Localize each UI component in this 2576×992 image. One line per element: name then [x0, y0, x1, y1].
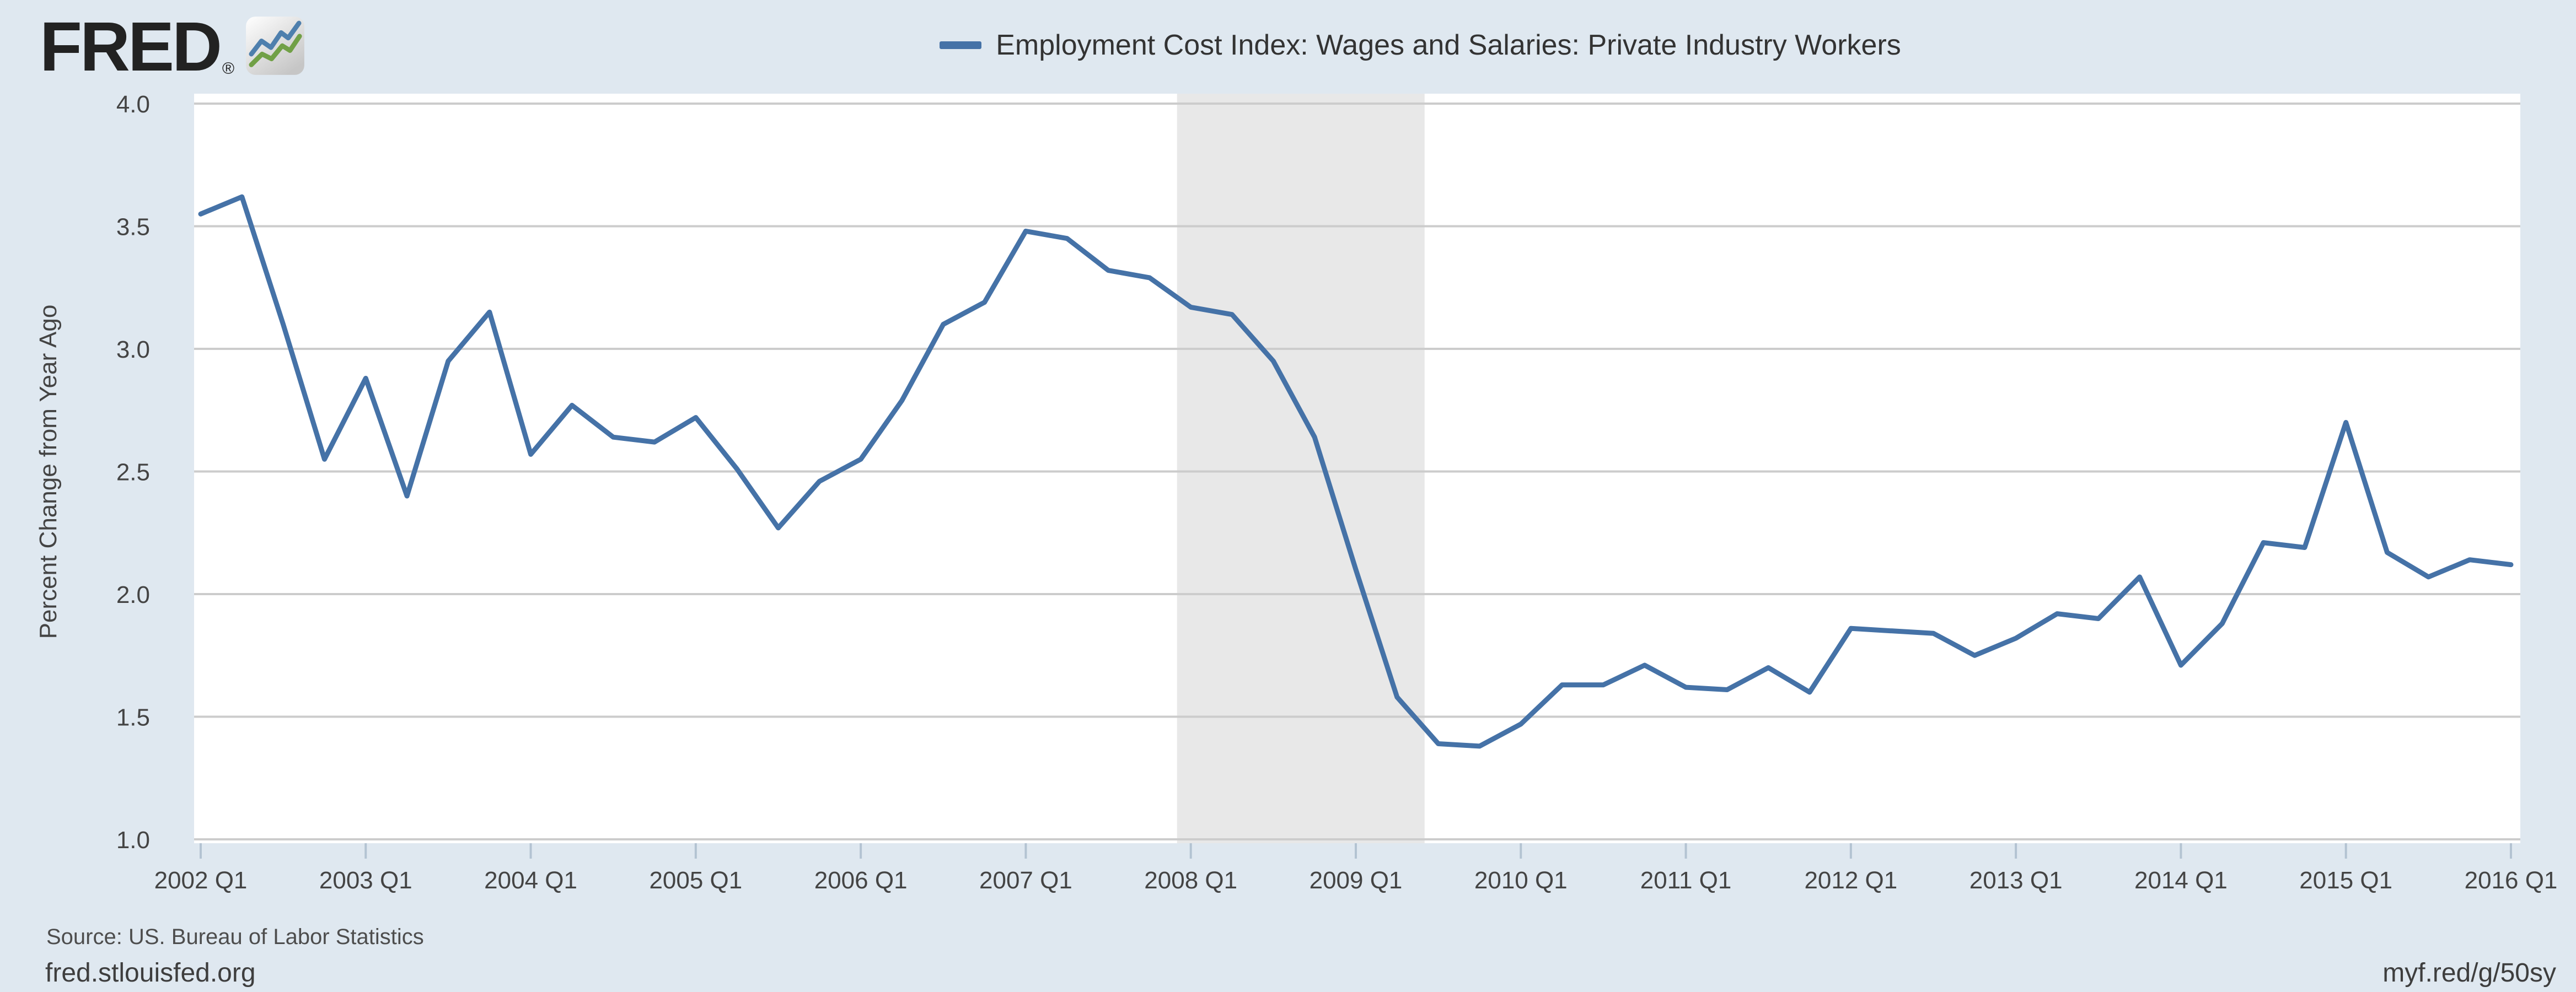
fred-url-link[interactable]: fred.stlouisfed.org	[45, 958, 256, 988]
x-tick-label: 2006 Q1	[814, 867, 908, 894]
x-tick-label: 2008 Q1	[1144, 867, 1237, 894]
x-tick-label: 2011 Q1	[1640, 867, 1732, 894]
legend-line-swatch	[940, 41, 982, 49]
fred-logo[interactable]: FRED ®	[40, 12, 305, 82]
x-tick-label: 2010 Q1	[1474, 867, 1568, 894]
x-tick-label: 2007 Q1	[979, 867, 1072, 894]
y-tick-label: 1.5	[116, 704, 150, 731]
data-line-series	[198, 194, 2514, 749]
y-tick-label: 3.0	[116, 336, 150, 363]
x-tick-label: 2003 Q1	[319, 867, 412, 894]
source-note: Source: US. Bureau of Labor Statistics	[46, 925, 424, 949]
x-tick-label: 2015 Q1	[2299, 867, 2392, 894]
y-tick-label: 1.0	[116, 827, 150, 854]
y-tick-label: 2.5	[116, 459, 150, 486]
x-tick-label: 2004 Q1	[484, 867, 577, 894]
chart-legend: Employment Cost Index: Wages and Salarie…	[0, 29, 2576, 62]
x-tick-label: 2005 Q1	[649, 867, 742, 894]
registered-mark: ®	[222, 60, 235, 78]
recession-shading-band	[1177, 94, 1425, 843]
x-tick-label: 2013 Q1	[1969, 867, 2063, 894]
shortlink-url[interactable]: myf.red/g/50sy	[2382, 958, 2556, 988]
x-tick-label: 2016 Q1	[2465, 867, 2558, 894]
y-axis-title: Percent Change from Year Ago	[35, 304, 62, 639]
y-tick-label: 2.0	[116, 581, 150, 608]
x-tick-label: 2014 Q1	[2134, 867, 2228, 894]
x-tick-label: 2009 Q1	[1310, 867, 1403, 894]
y-tick-label: 4.0	[116, 91, 150, 118]
fred-wordmark: FRED	[40, 8, 222, 85]
fred-logo-chart-icon	[245, 16, 305, 78]
x-tick-label: 2012 Q1	[1804, 867, 1897, 894]
y-tick-label: 3.5	[116, 214, 150, 241]
legend-label: Employment Cost Index: Wages and Salarie…	[996, 29, 1901, 61]
x-tick-label: 2002 Q1	[154, 867, 248, 894]
